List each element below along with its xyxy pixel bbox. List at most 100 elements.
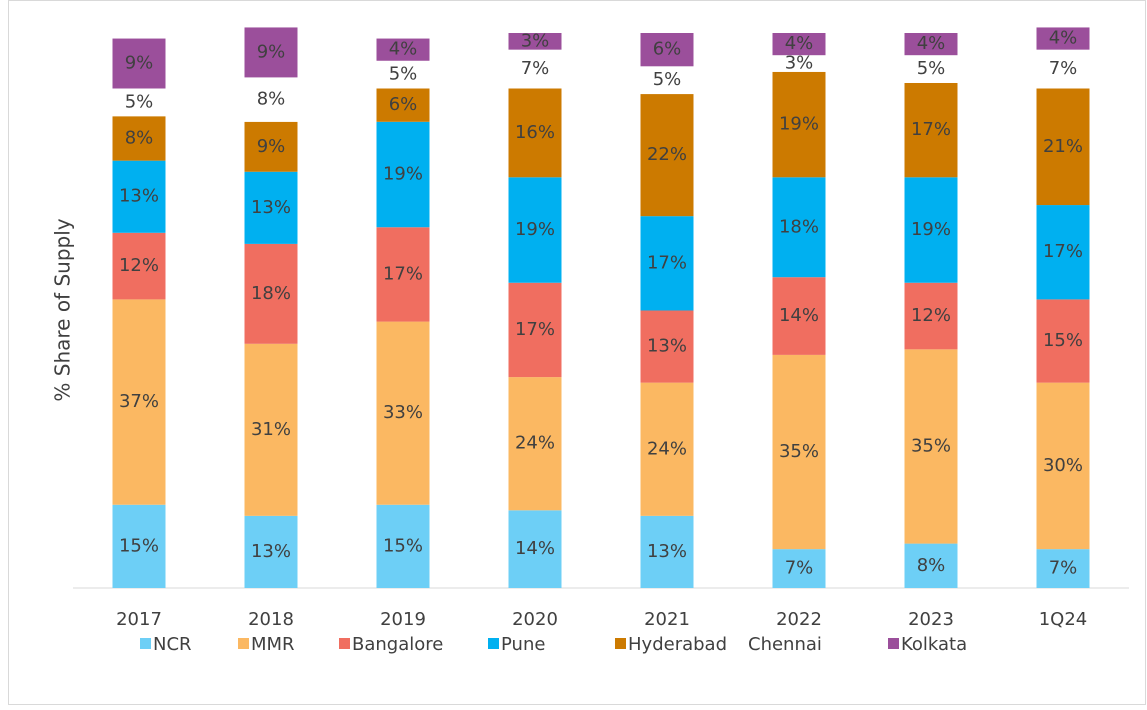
legend-swatch — [238, 638, 249, 649]
legend-label: Hyderabad — [628, 634, 727, 655]
legend-label: Kolkata — [901, 634, 967, 655]
x-tick-label: 2017 — [116, 609, 162, 630]
bar-segment — [1036, 549, 1090, 588]
bar-segment — [508, 88, 562, 178]
data-label: 9% — [257, 41, 286, 62]
bar-segment — [244, 243, 298, 344]
bar-segment — [244, 343, 298, 516]
bar-segment — [904, 349, 958, 544]
data-label: 5% — [653, 69, 682, 90]
bar-segment — [772, 71, 826, 178]
bar-segment — [904, 282, 958, 350]
data-label: 17% — [911, 119, 951, 140]
bar-segment — [112, 504, 166, 588]
data-label: 24% — [647, 438, 687, 459]
bar-segment — [772, 55, 826, 72]
data-label: 5% — [917, 58, 946, 79]
bar-segment — [376, 38, 430, 61]
bar-segment — [376, 60, 430, 89]
data-label: 22% — [647, 144, 687, 165]
bar-segment — [640, 382, 694, 516]
bar-segment — [376, 321, 430, 505]
bar-segment — [772, 354, 826, 550]
data-label: 17% — [383, 263, 423, 284]
bar-segment — [904, 55, 958, 83]
bar-segment — [112, 88, 166, 117]
bar-segment — [508, 33, 562, 50]
data-label: 18% — [251, 283, 291, 304]
legend-label: Chennai — [748, 634, 822, 655]
data-label: 6% — [389, 94, 418, 115]
data-label: 5% — [125, 91, 154, 112]
legend-swatch — [615, 638, 626, 649]
data-label: 9% — [125, 53, 154, 74]
data-label: 15% — [383, 535, 423, 556]
data-label: 21% — [1043, 136, 1083, 157]
legend-label: Pune — [501, 634, 545, 655]
bar-segment — [904, 543, 958, 588]
data-label: 13% — [251, 541, 291, 562]
x-tick-label: 2023 — [908, 609, 954, 630]
data-label: 15% — [1043, 330, 1083, 351]
data-label: 19% — [515, 219, 555, 240]
data-label: 35% — [911, 435, 951, 456]
bar-segment — [244, 171, 298, 244]
data-label: 31% — [251, 419, 291, 440]
bar-segment — [640, 515, 694, 588]
bar-segment — [904, 177, 958, 283]
data-label: 17% — [647, 252, 687, 273]
data-label: 19% — [779, 114, 819, 135]
bar-segment — [640, 310, 694, 383]
bar-segment — [904, 82, 958, 178]
data-label: 17% — [1043, 241, 1083, 262]
bar-segment — [508, 177, 562, 283]
legend-label: NCR — [153, 634, 192, 655]
bar-segment — [112, 232, 166, 300]
bar-segment — [904, 33, 958, 56]
data-label: 37% — [119, 391, 159, 412]
data-label: 12% — [119, 255, 159, 276]
data-label: 19% — [911, 219, 951, 240]
bar-segment — [772, 177, 826, 278]
data-label: 5% — [389, 64, 418, 85]
bar-segment — [508, 49, 562, 89]
bar-segment — [772, 33, 826, 56]
bar-segment — [112, 299, 166, 505]
bar-segment — [640, 66, 694, 95]
x-tick-label: 2021 — [644, 609, 690, 630]
bar-segment — [244, 515, 298, 588]
data-label: 19% — [383, 164, 423, 185]
bar-segment — [376, 121, 430, 228]
bar-segment — [112, 38, 166, 89]
data-label: 6% — [653, 39, 682, 60]
data-label: 8% — [257, 89, 286, 110]
bar-segment — [1036, 49, 1090, 89]
data-label: 4% — [389, 39, 418, 60]
data-label: 14% — [779, 305, 819, 326]
chart-frame — [8, 0, 1146, 705]
legend-swatch — [488, 638, 499, 649]
bar-segment — [112, 116, 166, 161]
x-tick-label: 2018 — [248, 609, 294, 630]
data-label: 14% — [515, 538, 555, 559]
data-label: 4% — [917, 33, 946, 54]
bar-segment — [772, 277, 826, 355]
data-label: 35% — [779, 441, 819, 462]
data-label: 4% — [1049, 28, 1078, 49]
data-label: 13% — [647, 541, 687, 562]
data-label: 15% — [119, 535, 159, 556]
bar-segment — [244, 121, 298, 172]
bar-segment — [376, 504, 430, 588]
legend-swatch — [140, 638, 151, 649]
y-axis-label: % Share of Supply — [51, 218, 75, 401]
data-label: 7% — [785, 558, 814, 579]
bar-segment — [1036, 382, 1090, 550]
data-label: 3% — [785, 53, 814, 74]
data-label: 13% — [647, 336, 687, 357]
x-tick-label: 2019 — [380, 609, 426, 630]
bar-segment — [640, 94, 694, 217]
data-label: 33% — [383, 402, 423, 423]
data-label: 12% — [911, 305, 951, 326]
x-tick-label: 1Q24 — [1039, 609, 1088, 630]
